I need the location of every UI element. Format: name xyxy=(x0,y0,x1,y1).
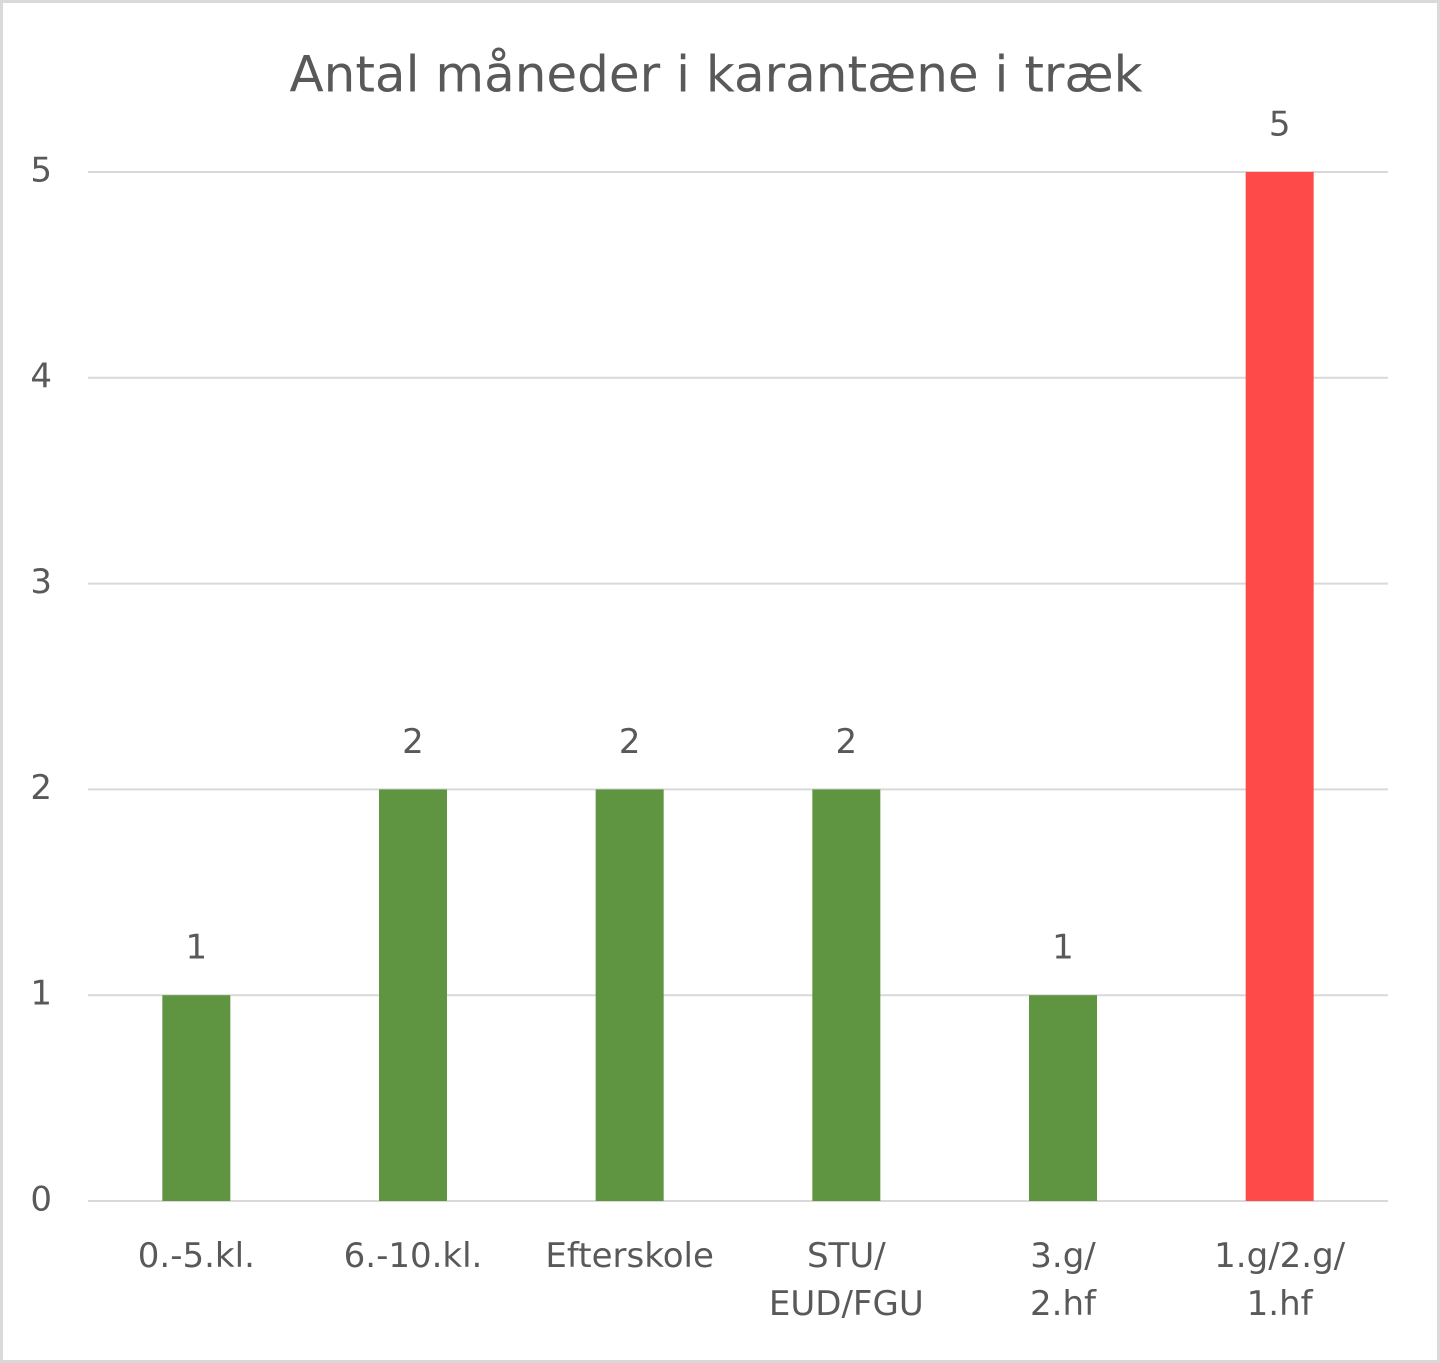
x-tick-label: 1.g/2.g/ 1.hf xyxy=(1214,1236,1346,1324)
data-label: 1 xyxy=(1052,928,1074,968)
bar xyxy=(1245,172,1314,1201)
bar xyxy=(1029,995,1097,1201)
y-tick-label: 1 xyxy=(30,974,52,1014)
y-tick-label: 5 xyxy=(30,151,52,191)
y-tick-label: 3 xyxy=(30,562,52,602)
data-label: 5 xyxy=(1269,105,1291,145)
data-label: 1 xyxy=(186,928,208,968)
x-tick-label: Efterskole xyxy=(545,1236,714,1276)
y-tick-label: 0 xyxy=(30,1180,52,1220)
chart-title: Antal måneder i karantæne i træk xyxy=(289,46,1142,104)
bar xyxy=(379,789,447,1201)
x-tick-label: 0.-5.kl. xyxy=(137,1236,255,1276)
data-label: 2 xyxy=(619,722,641,762)
data-label: 2 xyxy=(836,722,858,762)
y-tick-label: 2 xyxy=(30,768,52,808)
data-label: 2 xyxy=(402,722,424,762)
bar xyxy=(595,789,664,1201)
x-tick-label: STU/ EUD/FGU xyxy=(768,1236,924,1324)
bar xyxy=(812,789,881,1201)
x-tick-label: 6.-10.kl. xyxy=(343,1236,483,1276)
bar xyxy=(162,995,231,1201)
y-tick-label: 4 xyxy=(30,356,52,396)
x-tick-label: 3.g/ 2.hf xyxy=(1030,1236,1096,1324)
